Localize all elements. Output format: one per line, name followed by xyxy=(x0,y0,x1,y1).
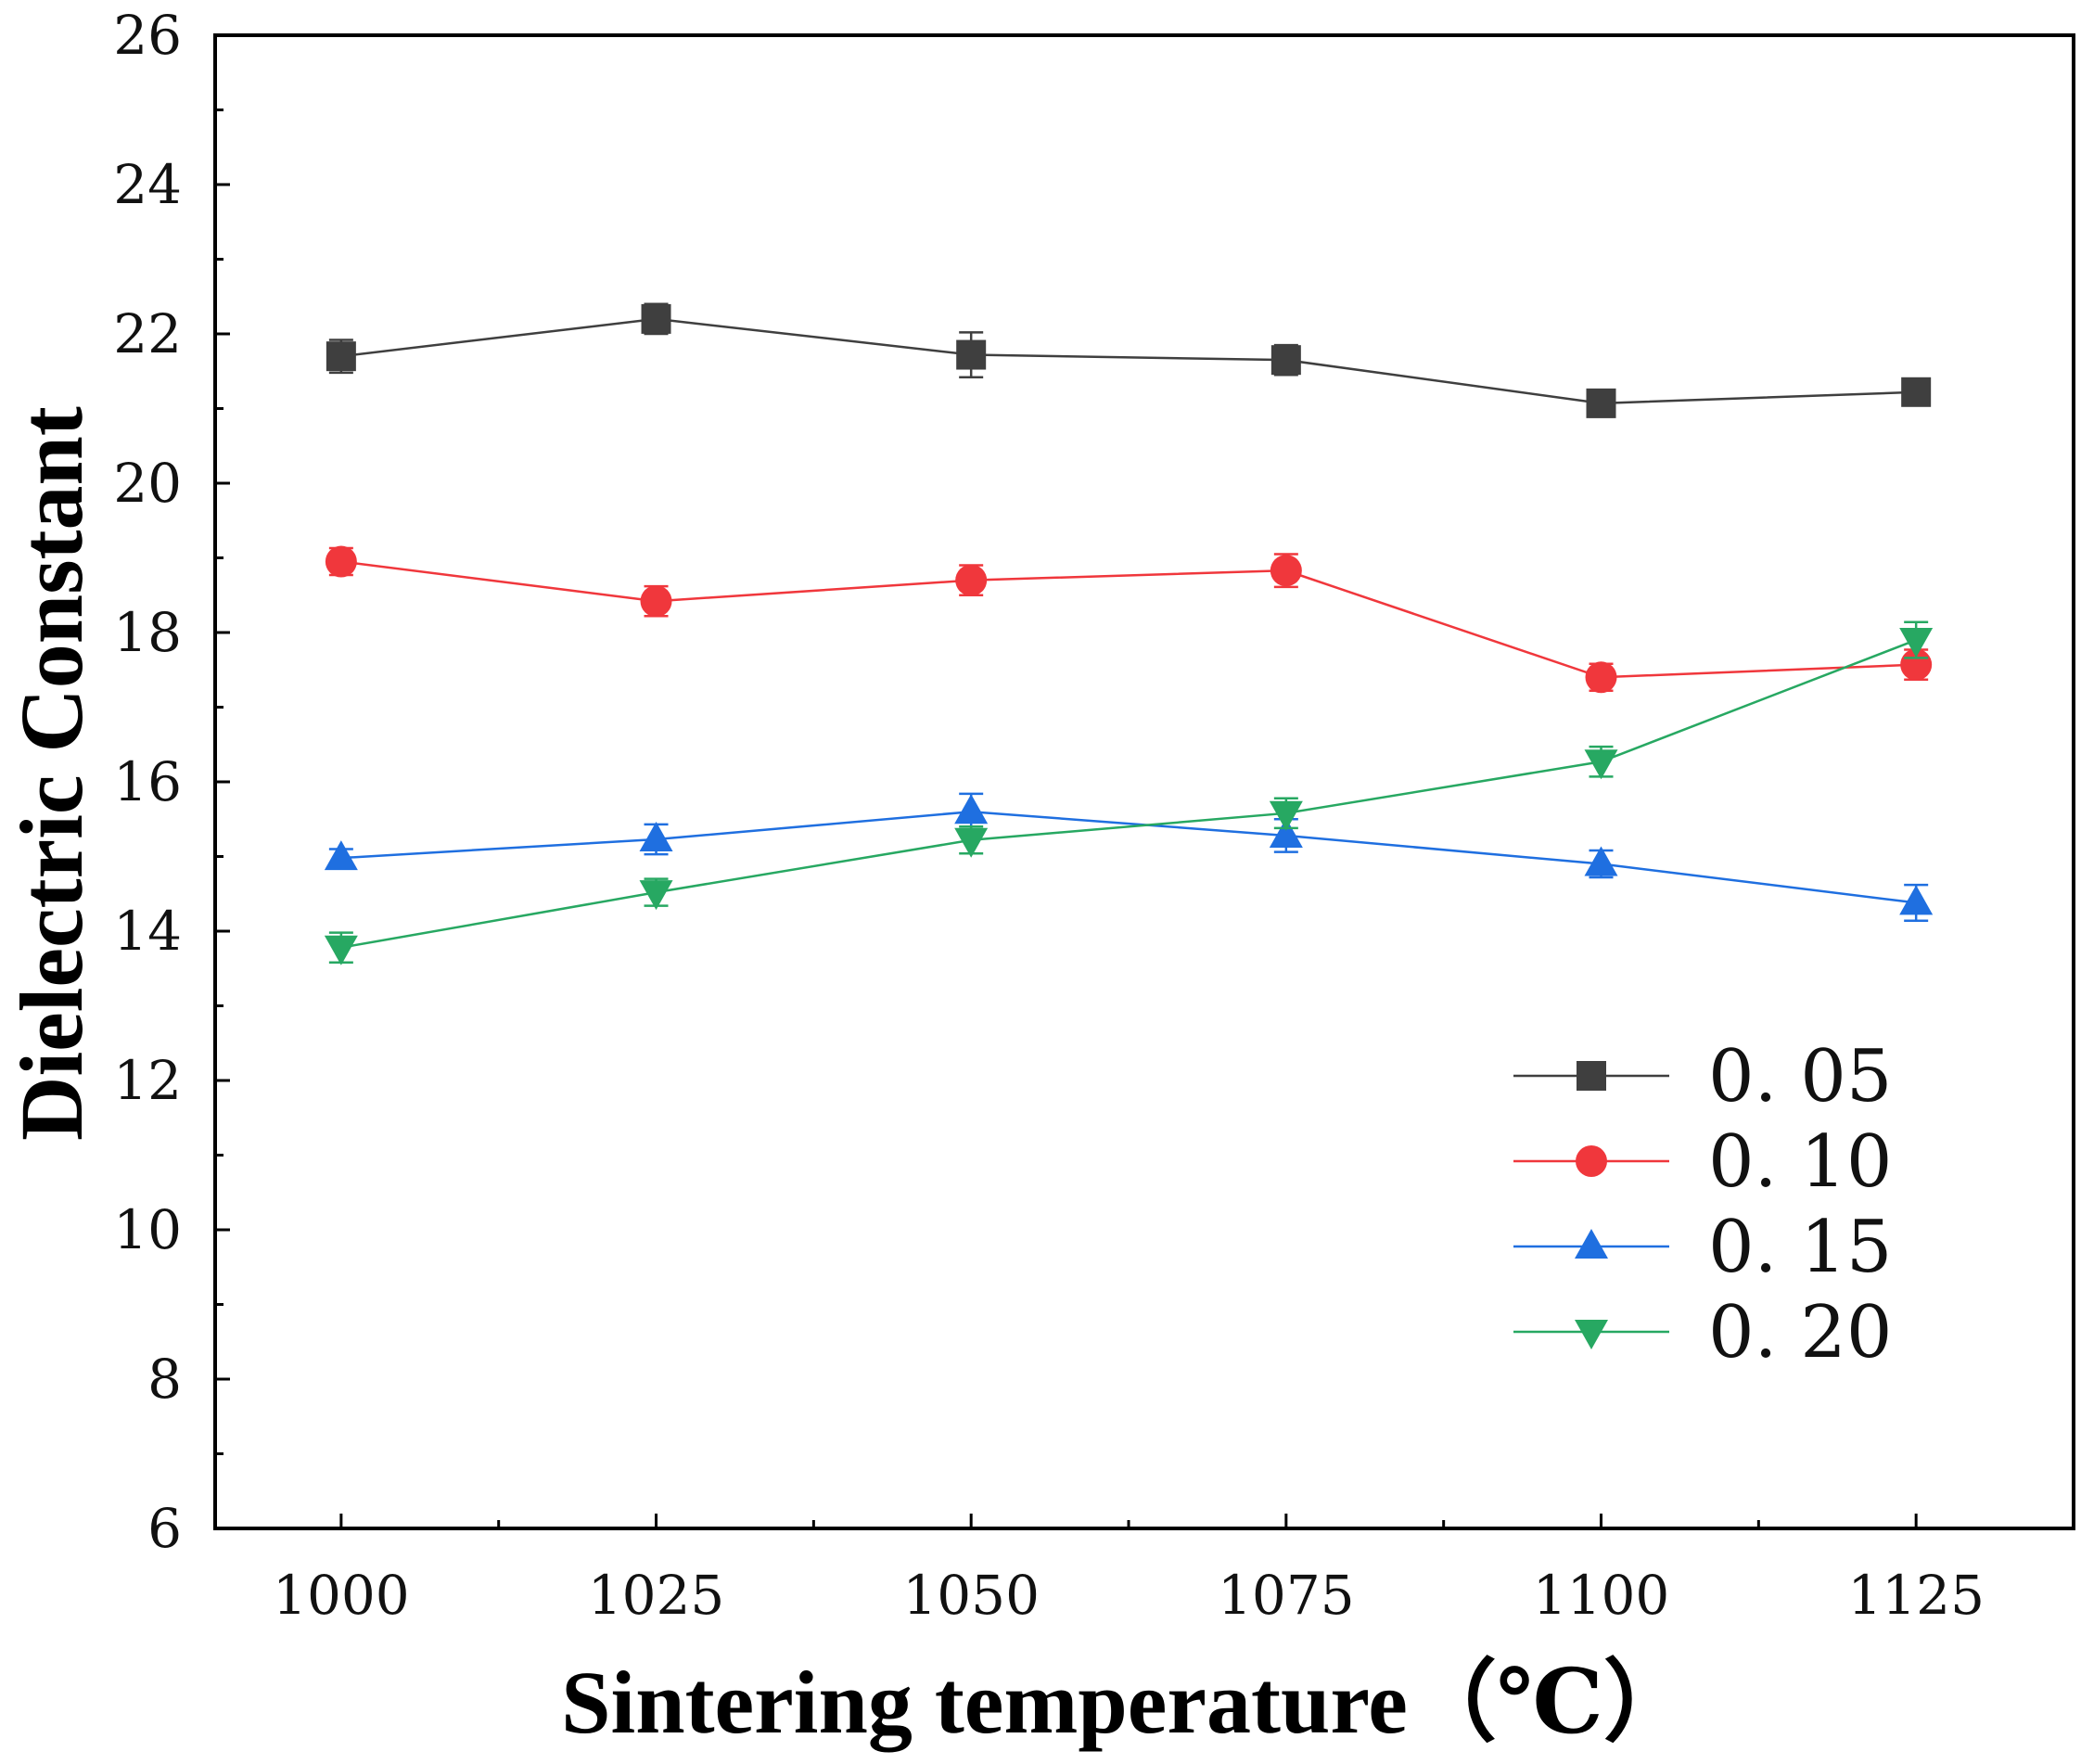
data-point xyxy=(954,827,989,858)
legend-label: 0. 05 xyxy=(1708,1035,1892,1118)
legend-label: 0. 15 xyxy=(1708,1206,1892,1289)
data-point xyxy=(1585,661,1617,694)
data-point xyxy=(1269,817,1303,848)
data-point xyxy=(955,564,988,596)
series-3 xyxy=(324,620,1934,965)
x-axis-title: Sintering temperature（℃） xyxy=(561,1653,1692,1752)
data-point xyxy=(1899,885,1934,915)
y-tick-label: 20 xyxy=(113,452,182,515)
y-tick-label: 12 xyxy=(113,1049,182,1112)
data-point xyxy=(1270,555,1302,587)
legend-item: 0. 05 xyxy=(1513,1035,1892,1118)
y-tick-label: 16 xyxy=(113,750,182,813)
legend-marker xyxy=(1575,1320,1608,1349)
data-point xyxy=(325,545,357,578)
series-group xyxy=(324,302,1934,965)
data-point xyxy=(640,585,672,618)
x-tick-label: 1125 xyxy=(1847,1564,1985,1627)
series-0 xyxy=(326,302,1932,418)
x-tick-label: 1050 xyxy=(902,1564,1040,1627)
data-point xyxy=(641,303,671,334)
legend-label: 0. 20 xyxy=(1708,1291,1892,1374)
data-point xyxy=(1269,800,1303,831)
legend-marker xyxy=(1575,1229,1608,1259)
x-tick-label: 1075 xyxy=(1218,1564,1355,1627)
y-tick-label: 8 xyxy=(147,1348,182,1411)
data-point xyxy=(1584,749,1618,780)
y-tick-label: 6 xyxy=(147,1497,182,1560)
data-point xyxy=(1586,388,1616,418)
series-line xyxy=(340,638,1917,949)
legend-item: 0. 15 xyxy=(1513,1206,1892,1289)
data-point xyxy=(326,341,356,372)
data-point xyxy=(1584,846,1618,876)
series-line xyxy=(340,560,1917,679)
legend: 0. 050. 100. 150. 20 xyxy=(1513,1035,1892,1374)
legend-label: 0. 10 xyxy=(1708,1120,1892,1204)
data-point xyxy=(324,935,358,965)
data-point xyxy=(1270,345,1301,376)
legend-marker xyxy=(1576,1145,1607,1177)
series-line xyxy=(340,317,1917,405)
y-tick-label: 22 xyxy=(113,302,182,365)
data-point xyxy=(1899,628,1934,658)
legend-marker xyxy=(1577,1061,1606,1091)
legend-item: 0. 10 xyxy=(1513,1120,1892,1204)
data-point xyxy=(324,840,358,871)
data-point xyxy=(639,880,673,911)
data-point xyxy=(954,794,989,824)
legend-item: 0. 20 xyxy=(1513,1291,1892,1374)
data-point xyxy=(639,821,673,851)
series-line xyxy=(340,810,1917,904)
y-tick-label: 24 xyxy=(113,153,182,216)
y-tick-label: 14 xyxy=(113,900,182,963)
x-tick-label: 1100 xyxy=(1533,1564,1670,1627)
y-tick-label: 10 xyxy=(113,1198,182,1261)
x-tick-label: 1000 xyxy=(273,1564,410,1627)
axes: 6 8 10 12 14 16 18 20 22 24 26 1000 1025 1050 1075 1100… xyxy=(113,4,1985,1627)
x-tick-label: 1025 xyxy=(588,1564,725,1627)
data-point xyxy=(1900,648,1933,681)
series-1 xyxy=(325,545,1933,694)
data-point xyxy=(1901,377,1932,407)
data-point xyxy=(956,339,987,370)
y-axis-title: Dielectric Constant xyxy=(2,406,101,1141)
y-tick-label: 26 xyxy=(113,4,182,67)
y-tick-label: 18 xyxy=(113,601,182,664)
